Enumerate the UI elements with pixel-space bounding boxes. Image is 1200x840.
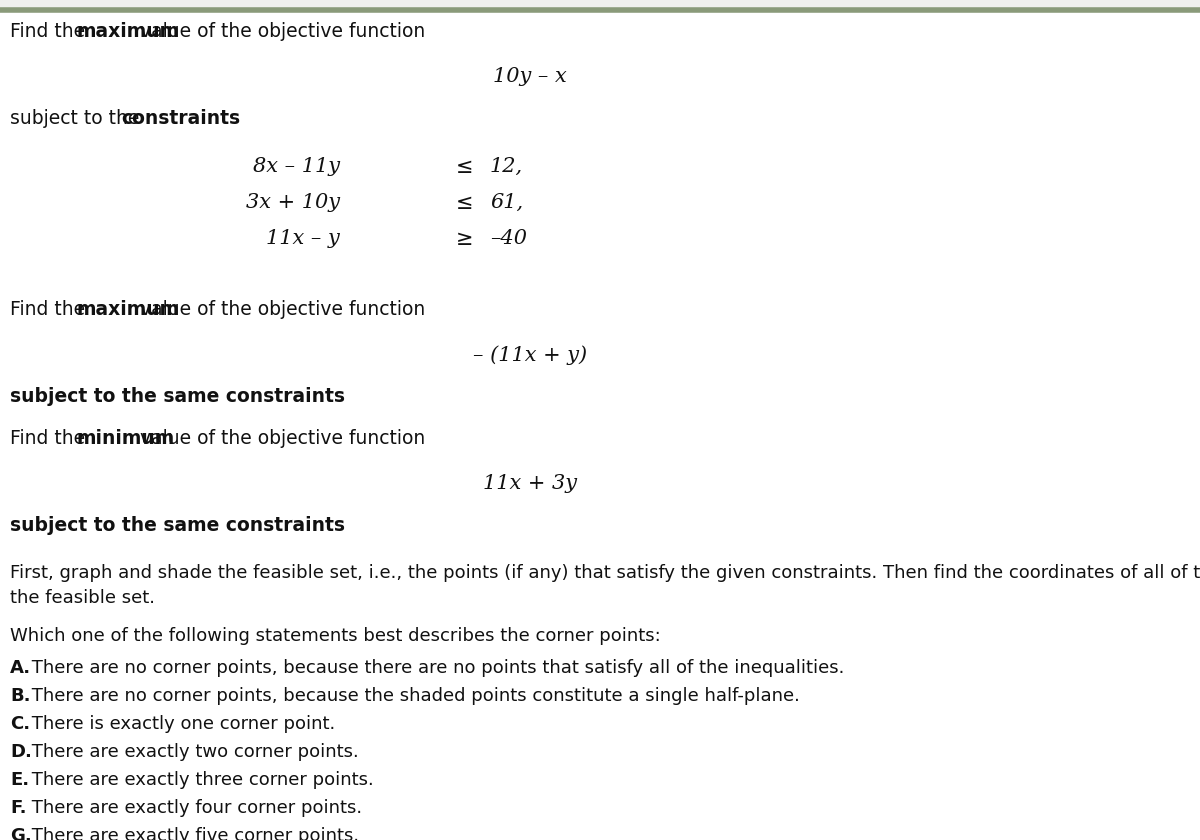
Text: E.: E.	[10, 771, 29, 789]
Text: There are exactly four corner points.: There are exactly four corner points.	[26, 799, 362, 817]
Text: 8x – 11y: 8x – 11y	[253, 157, 340, 176]
Text: C.: C.	[10, 715, 30, 733]
Text: D.: D.	[10, 743, 32, 761]
Text: subject to the same constraints: subject to the same constraints	[10, 387, 346, 406]
Text: 10y – x: 10y – x	[493, 67, 566, 86]
Text: .: .	[265, 387, 271, 406]
Text: the feasible set.: the feasible set.	[10, 589, 155, 607]
Text: First, graph and shade the feasible set, i.e., the points (if any) that satisfy : First, graph and shade the feasible set,…	[10, 564, 1200, 582]
Text: value of the objective function: value of the objective function	[134, 300, 426, 319]
Text: ≤: ≤	[456, 193, 474, 213]
Text: – (11x + y): – (11x + y)	[473, 345, 587, 365]
Text: 12,: 12,	[490, 157, 523, 176]
Text: maximum: maximum	[77, 22, 180, 41]
Text: Find the: Find the	[10, 429, 91, 448]
Text: constraints: constraints	[121, 109, 240, 128]
Text: Find the: Find the	[10, 22, 91, 41]
Text: G.: G.	[10, 827, 31, 840]
Text: ≤: ≤	[456, 157, 474, 177]
Text: value of the objective function: value of the objective function	[134, 22, 426, 41]
Text: –40: –40	[490, 229, 527, 248]
Text: Find the: Find the	[10, 300, 91, 319]
Text: subject to the: subject to the	[10, 109, 145, 128]
Text: There are exactly three corner points.: There are exactly three corner points.	[26, 771, 373, 789]
Text: There are no corner points, because there are no points that satisfy all of the : There are no corner points, because ther…	[26, 659, 845, 677]
Text: There are no corner points, because the shaded points constitute a single half-p: There are no corner points, because the …	[26, 687, 799, 705]
Text: 61,: 61,	[490, 193, 523, 212]
Text: There are exactly five corner points.: There are exactly five corner points.	[26, 827, 359, 840]
Text: F.: F.	[10, 799, 26, 817]
Text: ≥: ≥	[456, 229, 474, 249]
Text: minimum: minimum	[77, 429, 175, 448]
Text: subject to the same constraints: subject to the same constraints	[10, 516, 346, 535]
Text: maximum: maximum	[77, 300, 180, 319]
Text: Which one of the following statements best describes the corner points:: Which one of the following statements be…	[10, 627, 661, 645]
Text: 3x + 10y: 3x + 10y	[246, 193, 340, 212]
Text: There are exactly two corner points.: There are exactly two corner points.	[26, 743, 359, 761]
Text: B.: B.	[10, 687, 30, 705]
Text: 11x + 3y: 11x + 3y	[482, 474, 577, 493]
Text: value of the objective function: value of the objective function	[134, 429, 426, 448]
Text: There is exactly one corner point.: There is exactly one corner point.	[26, 715, 335, 733]
Text: 11x – y: 11x – y	[266, 229, 340, 248]
Text: .: .	[265, 516, 271, 535]
Text: A.: A.	[10, 659, 31, 677]
